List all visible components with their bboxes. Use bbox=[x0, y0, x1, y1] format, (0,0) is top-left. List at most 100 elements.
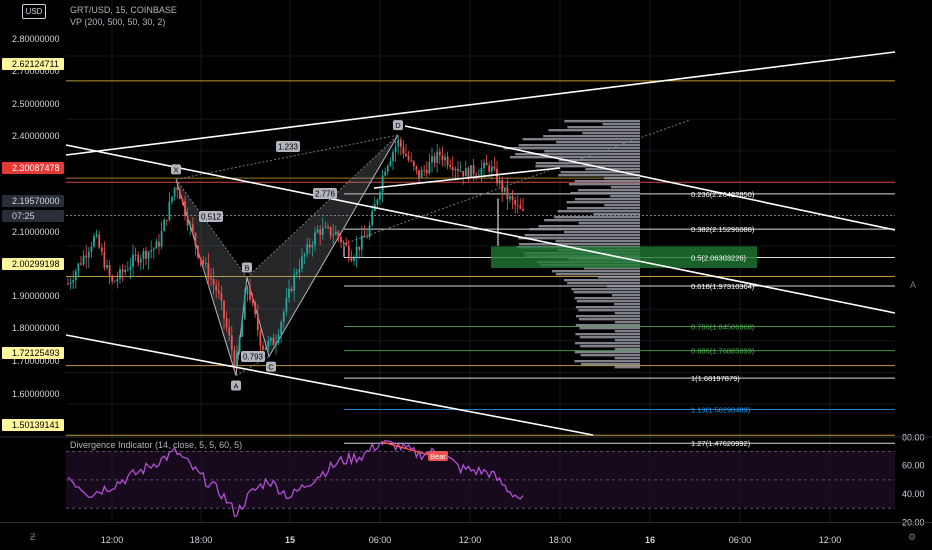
fib-level-label: 1(1.68197879) bbox=[691, 374, 740, 383]
candle-body bbox=[230, 335, 233, 350]
candle-down bbox=[165, 219, 168, 227]
candle-body bbox=[90, 246, 93, 253]
time-axis-tick: 06:00 bbox=[729, 535, 752, 545]
candle-down bbox=[337, 229, 340, 243]
candle-body bbox=[329, 226, 332, 236]
price-label-box bbox=[2, 162, 64, 174]
candle-up bbox=[355, 236, 358, 268]
candle-body bbox=[163, 219, 166, 232]
candle-body bbox=[233, 349, 236, 366]
timezone-icon[interactable]: Ƶ bbox=[30, 532, 36, 542]
candle-body bbox=[308, 244, 311, 248]
candle-body bbox=[467, 168, 470, 179]
candle-up bbox=[386, 164, 389, 176]
candle-body bbox=[142, 250, 145, 259]
price-label-box bbox=[2, 258, 64, 270]
candle-body bbox=[334, 231, 337, 235]
candle-down bbox=[350, 250, 353, 262]
candle-body bbox=[280, 322, 283, 335]
candle-body bbox=[418, 170, 420, 178]
candle-down bbox=[329, 226, 332, 240]
candle-body bbox=[254, 302, 257, 315]
price-label-box bbox=[2, 210, 64, 222]
candle-body bbox=[501, 180, 504, 192]
candle-body bbox=[371, 211, 374, 226]
candle-up bbox=[503, 187, 506, 196]
candle-body bbox=[337, 231, 340, 237]
price-axis-tick: 2.40000000 bbox=[12, 131, 60, 141]
divergence-indicator-legend[interactable]: Divergence Indicator (14, close, 5, 5, 6… bbox=[70, 440, 243, 450]
time-axis-tick: 15 bbox=[285, 535, 295, 545]
price-axis-tick: 1.70000000 bbox=[12, 356, 60, 366]
candle-body bbox=[72, 279, 75, 283]
candle-down bbox=[103, 241, 106, 271]
candle-up bbox=[236, 345, 238, 367]
candle-down bbox=[67, 277, 69, 286]
symbol-title[interactable]: GRT/USD, 15, COINBASE bbox=[70, 5, 177, 15]
candle-body bbox=[475, 174, 478, 176]
candle-body bbox=[384, 171, 387, 176]
candle-down bbox=[451, 156, 454, 177]
price-axis-tick: 2.70000000 bbox=[12, 66, 60, 76]
candle-body bbox=[147, 251, 150, 259]
settings-icon[interactable]: ⚙ bbox=[908, 532, 917, 542]
candle-down bbox=[405, 144, 407, 158]
fib-level-label: 0.5(2.06303226) bbox=[691, 254, 747, 263]
candle-body bbox=[285, 298, 288, 312]
candle-body bbox=[464, 168, 467, 177]
currency-button[interactable]: USD bbox=[22, 4, 46, 19]
candle-up bbox=[69, 277, 72, 290]
volume-profile-legend[interactable]: VP (200, 500, 50, 30, 2) bbox=[70, 17, 166, 27]
candle-up bbox=[454, 166, 457, 181]
candle-body bbox=[446, 156, 449, 165]
price-axis-tick: 2.10000000 bbox=[12, 227, 60, 237]
candle-down bbox=[207, 253, 210, 286]
candle-down bbox=[191, 217, 194, 236]
time-axis-tick: 18:00 bbox=[549, 535, 572, 545]
candle-body bbox=[282, 311, 285, 323]
candle-body bbox=[394, 146, 397, 153]
candle-down bbox=[407, 151, 410, 163]
candle-body bbox=[74, 271, 77, 280]
pattern-point-label: D bbox=[395, 121, 401, 130]
candle-up bbox=[264, 347, 267, 351]
candle-down bbox=[212, 268, 215, 295]
divergence-line bbox=[380, 440, 438, 458]
candle-up bbox=[459, 161, 462, 173]
candle-body bbox=[119, 269, 121, 279]
candle-up bbox=[267, 335, 270, 354]
candle-body bbox=[311, 245, 314, 248]
fib-level-label: 0.886(1.76885899) bbox=[691, 347, 755, 356]
candle-down bbox=[225, 311, 228, 332]
candle-down bbox=[345, 237, 348, 247]
candle-body bbox=[129, 266, 132, 270]
candle-body bbox=[472, 165, 475, 175]
candle-down bbox=[98, 230, 101, 250]
candle-body bbox=[327, 226, 329, 228]
candle-up bbox=[132, 244, 134, 276]
candle-body bbox=[353, 257, 355, 261]
candle-body bbox=[412, 160, 415, 167]
candle-body bbox=[363, 235, 366, 238]
candle-down bbox=[145, 246, 147, 266]
candle-down bbox=[425, 161, 428, 179]
divergence-label: Bear bbox=[430, 452, 446, 461]
candle-body bbox=[277, 334, 280, 343]
candle-body bbox=[358, 246, 361, 250]
candle-body bbox=[139, 258, 142, 263]
candle-up bbox=[241, 315, 244, 338]
price-label-text: 1.72125493 bbox=[12, 348, 60, 358]
candle-body bbox=[243, 294, 246, 320]
candle-down bbox=[217, 280, 220, 299]
candle-down bbox=[197, 244, 199, 260]
candle-up bbox=[498, 176, 501, 188]
candle-body bbox=[519, 205, 522, 209]
candle-body bbox=[262, 345, 264, 350]
candle-up bbox=[106, 259, 108, 271]
candle-down bbox=[485, 154, 488, 166]
pattern-ratio-badge bbox=[276, 141, 300, 152]
auto-scale-icon[interactable]: A bbox=[910, 280, 917, 290]
candle-body bbox=[425, 170, 428, 174]
candle-body bbox=[441, 155, 444, 161]
